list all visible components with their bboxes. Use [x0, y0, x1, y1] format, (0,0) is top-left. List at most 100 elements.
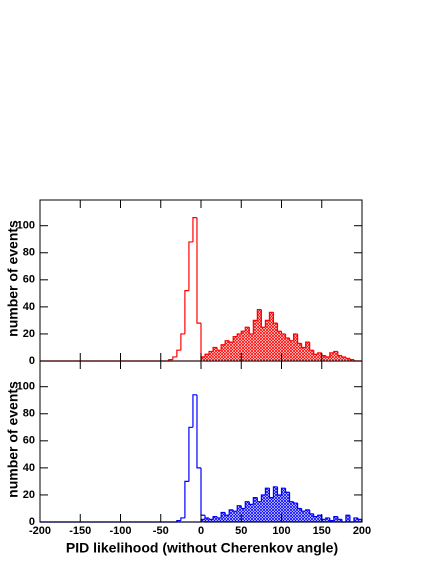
hist-step	[260, 494, 266, 502]
hist-step	[208, 517, 214, 520]
hist-bar	[349, 359, 354, 361]
hist-bar	[209, 351, 214, 361]
hist-bar	[209, 519, 214, 522]
hist-step	[337, 351, 342, 357]
y-tick-label: 40	[23, 301, 35, 313]
hist-bar	[237, 333, 242, 361]
x-tick-label: 100	[272, 525, 290, 537]
hist-bar	[341, 356, 346, 361]
hist-step	[284, 488, 290, 493]
hist-bar	[201, 519, 206, 522]
hist-bar	[313, 354, 318, 361]
hist-bar	[229, 342, 234, 361]
x-tick-label: 50	[235, 525, 247, 537]
hist-step	[208, 350, 214, 355]
hist-bar	[257, 309, 262, 361]
hist-step	[244, 501, 250, 509]
hist-bar	[305, 342, 310, 361]
hist-step	[240, 330, 246, 334]
hist-step	[232, 509, 238, 512]
hist-step	[325, 517, 330, 520]
hist-bar	[241, 331, 246, 361]
hist-step	[252, 497, 258, 505]
hist-step	[321, 515, 326, 520]
hist-step	[196, 394, 201, 469]
hist-step	[240, 505, 246, 510]
x-tick-label: -150	[69, 525, 91, 537]
x-tick-label: 200	[353, 525, 371, 537]
hist-step	[353, 517, 358, 522]
hist-bar	[265, 488, 270, 522]
hist-step	[333, 515, 338, 521]
hist-bar	[293, 503, 298, 522]
hist-step	[180, 517, 185, 521]
hist-bar	[317, 352, 322, 361]
hist-step	[264, 487, 270, 495]
hist-step	[228, 509, 234, 516]
y-tick-label: 60	[23, 274, 35, 286]
y-tick-label: 100	[17, 381, 35, 393]
hist-step	[301, 343, 306, 349]
hist-step	[204, 517, 210, 520]
hist-bar	[325, 517, 330, 522]
hist-bar	[269, 312, 274, 361]
hist-bar	[233, 511, 238, 522]
hist-bar	[273, 486, 278, 522]
hist-step	[212, 515, 218, 520]
hist-bar	[297, 508, 302, 522]
hist-step	[256, 497, 262, 503]
hist-step	[272, 486, 278, 498]
y-tick-label: 20	[23, 328, 35, 340]
hist-bar	[245, 501, 250, 522]
hist-step	[180, 333, 185, 351]
hist-step	[200, 467, 206, 516]
hist-bar	[277, 331, 282, 361]
hist-step	[333, 350, 338, 353]
hist-step	[176, 349, 181, 357]
hist-bar	[289, 501, 294, 522]
hist-bar	[229, 509, 234, 522]
hist-step	[305, 509, 310, 512]
hist-step	[325, 355, 330, 358]
hist-step	[184, 480, 189, 518]
hist-bar	[225, 515, 230, 522]
hist-step	[288, 492, 294, 503]
hist-bar	[205, 517, 210, 522]
hist-bar	[261, 494, 266, 522]
hist-step	[309, 509, 314, 515]
hist-step	[188, 426, 193, 482]
hist-bar	[309, 513, 314, 522]
plot-frame	[39, 360, 363, 523]
hist-bar	[281, 333, 286, 361]
hist-step	[345, 356, 350, 359]
y-tick-label: 0	[29, 355, 35, 367]
hist-bar	[325, 356, 330, 361]
hist-step	[200, 323, 206, 358]
hist-bar	[201, 356, 206, 361]
hist-step	[212, 346, 218, 352]
hist-step	[345, 514, 350, 522]
hist-step	[192, 216, 197, 242]
hist-bar	[297, 343, 302, 361]
hist-step	[341, 355, 346, 358]
hist-step	[220, 344, 226, 351]
hist-bar	[253, 497, 258, 522]
hist-step	[236, 333, 242, 337]
hist-step	[192, 394, 197, 428]
hist-bar	[225, 340, 230, 361]
hist-step	[196, 217, 201, 324]
hist-bar	[357, 519, 362, 522]
hist-bar	[321, 355, 326, 361]
hist-step	[248, 327, 254, 335]
hist-bar	[217, 350, 222, 361]
hist-bar	[233, 336, 238, 361]
hist-step	[329, 352, 334, 357]
hist-step	[268, 311, 274, 321]
hist-step	[184, 290, 189, 334]
x-tick-label: -100	[109, 525, 131, 537]
hist-step	[349, 515, 354, 523]
y-tick-label: 60	[23, 435, 35, 447]
hist-step	[244, 326, 250, 332]
x-tick-label: -50	[153, 525, 169, 537]
